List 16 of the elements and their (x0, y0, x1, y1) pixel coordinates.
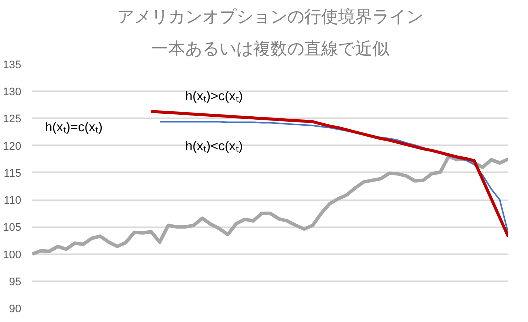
y-tick-label: 125 (3, 114, 22, 126)
chart-subtitle: 一本あるいは複数の直線で近似 (152, 40, 390, 60)
y-tick-label: 115 (4, 168, 22, 180)
y-tick-label: 120 (3, 140, 22, 153)
y-tick-label: 130 (3, 86, 22, 99)
y-tick-label: 90 (9, 304, 22, 316)
y-tick-label: 100 (3, 249, 22, 262)
annotation: h(xₜ)<c(xₜ) (186, 138, 244, 154)
y-tick-label: 135 (3, 60, 22, 72)
y-tick-label: 110 (4, 195, 22, 208)
chart-title: アメリカンオプションの行使境界ライン (118, 8, 424, 28)
y-tick-label: 105 (3, 222, 22, 234)
line-series (32, 154, 508, 256)
annotation: h(xₜ)>c(xₜ) (186, 88, 244, 104)
annotation: h(xₜ)=c(xₜ) (45, 119, 103, 134)
y-tick-label: 95 (9, 276, 22, 288)
